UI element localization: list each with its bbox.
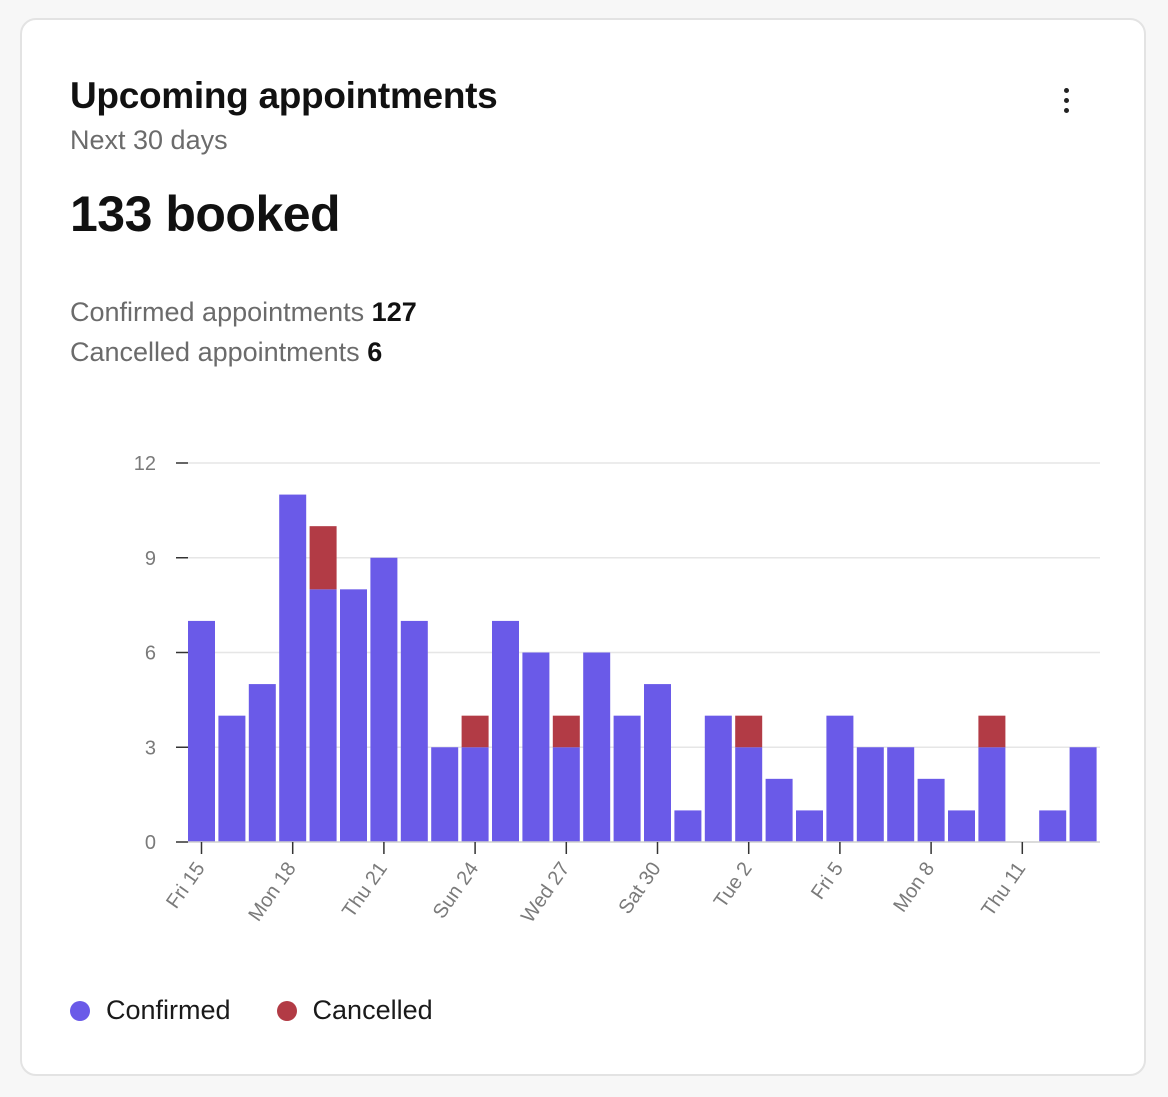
confirmed-stat: Confirmed appointments 127 (70, 297, 417, 328)
booked-total: 133 booked (70, 186, 341, 242)
bar-confirmed-14 (613, 715, 641, 842)
bar-cancelled-26 (978, 715, 1006, 748)
bar-confirmed-19 (765, 778, 793, 842)
x-tick-label: Sat 30 (614, 858, 665, 918)
bar-confirmed-15 (644, 684, 671, 842)
bar-confirmed-3 (279, 494, 307, 842)
confirmed-stat-label: Confirmed appointments (70, 297, 365, 327)
bar-cancelled-12 (552, 715, 580, 748)
y-tick-label-6: 6 (145, 643, 156, 665)
bar-confirmed-8 (431, 747, 459, 842)
x-tick-label: Sun 24 (429, 858, 483, 923)
legend-item-confirmed[interactable]: Confirmed (70, 995, 231, 1026)
appointments-card: Upcoming appointments Next 30 days 133 b… (20, 18, 1146, 1076)
legend-dot-cancelled (276, 1000, 297, 1021)
x-tick-label: Wed 27 (517, 858, 574, 927)
y-tick-label-9: 9 (145, 548, 156, 570)
y-tick-label-3: 3 (145, 737, 156, 759)
bar-cancelled-9 (461, 715, 489, 748)
cancelled-stat-value: 6 (367, 337, 383, 367)
x-tick-label: Thu 11 (978, 858, 1031, 920)
bar-confirmed-7 (400, 620, 428, 842)
bar-confirmed-16 (674, 810, 702, 842)
bar-confirmed-4 (309, 589, 337, 842)
chart-legend: Confirmed Cancelled (70, 995, 479, 1026)
bar-confirmed-20 (796, 810, 823, 842)
bar-confirmed-23 (887, 747, 915, 842)
bar-confirmed-1 (218, 715, 246, 842)
x-tick-label: Tue 2 (710, 858, 757, 912)
card-subtitle: Next 30 days (70, 125, 228, 155)
legend-dot-confirmed (70, 1000, 90, 1021)
bar-confirmed-29 (1069, 747, 1097, 842)
bar-confirmed-6 (370, 557, 398, 842)
bar-confirmed-13 (583, 652, 611, 842)
bar-confirmed-11 (522, 652, 550, 842)
legend-label-confirmed: Confirmed (106, 995, 231, 1025)
cancelled-stat-label: Cancelled appointments (70, 337, 360, 367)
more-vertical-icon[interactable] (1048, 82, 1084, 118)
confirmed-stat-value: 127 (371, 297, 417, 327)
y-tick-label-0: 0 (145, 832, 156, 854)
x-tick-label: Thu 21 (338, 858, 392, 922)
bar-confirmed-18 (735, 747, 763, 842)
y-tick-label-12: 12 (134, 453, 156, 475)
bar-cancelled-4 (309, 526, 337, 590)
bar-confirmed-5 (340, 589, 367, 842)
bar-confirmed-17 (704, 715, 732, 842)
x-tick-label: Fri 5 (807, 858, 848, 903)
bar-confirmed-25 (948, 810, 975, 842)
bar-confirmed-2 (248, 684, 276, 842)
x-tick-label: Mon 18 (245, 858, 301, 925)
appointments-bar-chart: 0 3 6 9 12 Fri 15 Mon 18 Thu 21 Sun 24 Wed 27 Sat … (134, 453, 1100, 927)
bar-confirmed-26 (978, 747, 1006, 842)
card-title: Upcoming appointments (70, 75, 498, 116)
bar-confirmed-28 (1039, 810, 1067, 842)
bar-confirmed-21 (826, 715, 854, 842)
bar-confirmed-22 (856, 747, 884, 842)
legend-label-cancelled: Cancelled (312, 995, 433, 1025)
x-tick-label: Mon 8 (889, 858, 939, 916)
bar-cancelled-18 (735, 715, 763, 748)
bar-confirmed-0 (188, 620, 215, 842)
bar-confirmed-24 (917, 778, 945, 842)
bar-confirmed-9 (461, 747, 489, 842)
bar-confirmed-12 (552, 747, 580, 842)
legend-item-cancelled[interactable]: Cancelled (276, 995, 433, 1026)
cancelled-stat: Cancelled appointments 6 (70, 337, 382, 368)
x-tick-label: Fri 15 (162, 858, 209, 912)
bar-confirmed-10 (492, 620, 519, 842)
